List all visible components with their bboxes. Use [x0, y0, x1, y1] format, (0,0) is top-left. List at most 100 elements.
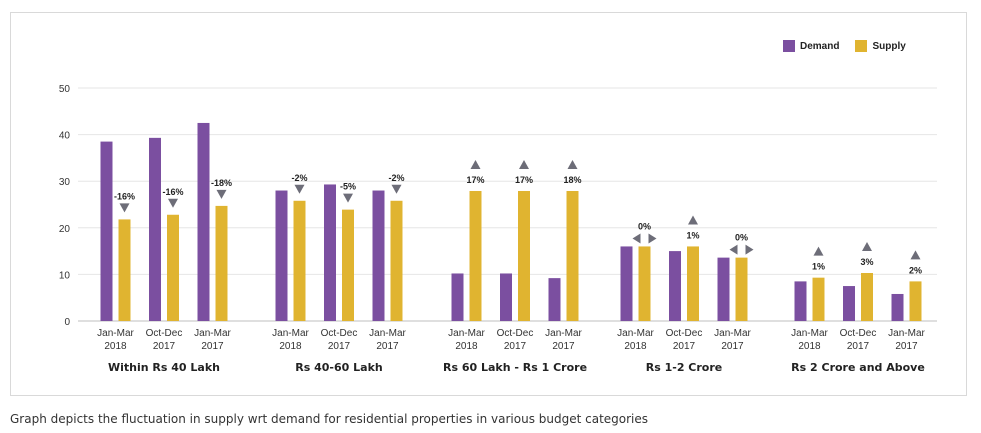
change-label: -5% — [340, 182, 356, 192]
demand-bar — [451, 273, 464, 321]
category-label: Rs 40-60 Lakh — [295, 361, 382, 374]
category-label: Rs 1-2 Crore — [646, 361, 723, 374]
legend-item-supply: Supply — [855, 40, 906, 52]
demand-bar — [149, 137, 161, 321]
x-tick-label: Jan-Mar — [272, 328, 309, 339]
x-tick-label: 2017 — [504, 341, 527, 352]
change-label: -16% — [114, 191, 135, 201]
arrow-down-icon — [294, 184, 305, 194]
x-tick-label: Jan-Mar — [369, 328, 406, 339]
supply-bar — [909, 281, 922, 321]
arrow-up-icon — [470, 159, 481, 169]
x-tick-label: Jan-Mar — [791, 328, 828, 339]
arrow-up-icon — [567, 159, 578, 169]
change-label: 3% — [860, 257, 873, 267]
supply-bar — [469, 190, 482, 321]
demand-bar — [717, 257, 730, 321]
arrow-down-icon — [168, 198, 178, 208]
demand-bar — [100, 141, 113, 321]
arrow-down-icon — [216, 189, 227, 199]
change-label: 2% — [909, 265, 922, 275]
chart-frame — [10, 12, 967, 396]
figure-caption: Graph depicts the fluctuation in supply … — [10, 412, 649, 426]
demand-bar — [548, 278, 561, 321]
arrow-down-icon — [391, 184, 402, 194]
change-label: -18% — [211, 178, 232, 188]
x-tick-label: 2017 — [847, 341, 870, 352]
demand-bar — [197, 122, 210, 321]
supply-bar — [566, 190, 579, 321]
supply-bar — [390, 200, 403, 321]
change-label: 0% — [735, 233, 748, 243]
y-tick-label: 40 — [59, 131, 71, 142]
demand-bar — [324, 184, 336, 321]
supply-bar — [118, 219, 131, 321]
supply-bar — [638, 246, 651, 321]
x-tick-label: 2017 — [721, 341, 744, 352]
change-label: -16% — [162, 187, 183, 197]
x-tick-label: Oct-Dec — [146, 328, 183, 339]
x-tick-label: Oct-Dec — [840, 328, 877, 339]
x-tick-label: Jan-Mar — [888, 328, 925, 339]
change-label: 18% — [563, 175, 581, 185]
x-tick-label: 2017 — [552, 341, 575, 352]
demand-bar — [275, 190, 288, 321]
x-tick-label: 2018 — [624, 341, 647, 352]
arrow-left-icon — [632, 233, 641, 244]
y-tick-label: 30 — [59, 177, 71, 188]
legend-label-supply: Supply — [872, 40, 906, 52]
x-tick-label: Oct-Dec — [321, 328, 358, 339]
arrow-right-icon — [745, 244, 754, 255]
supply-bar — [167, 214, 179, 321]
change-label: 0% — [638, 221, 651, 231]
x-tick-label: 2017 — [895, 341, 918, 352]
category-label: Within Rs 40 Lakh — [108, 361, 220, 374]
arrow-down-icon — [343, 193, 353, 203]
x-tick-label: 2017 — [328, 341, 351, 352]
legend-item-demand: Demand — [783, 40, 839, 52]
x-tick-label: 2018 — [279, 341, 302, 352]
arrow-up-icon — [813, 246, 824, 256]
arrow-down-icon — [119, 203, 130, 213]
chart-legend: Demand Supply — [783, 40, 922, 52]
supply-bar — [518, 190, 530, 321]
arrow-left-icon — [729, 244, 738, 255]
supply-bar — [342, 209, 354, 321]
x-tick-label: Jan-Mar — [714, 328, 751, 339]
x-tick-label: Oct-Dec — [666, 328, 703, 339]
y-tick-label: 20 — [59, 224, 71, 235]
x-tick-label: Jan-Mar — [545, 328, 582, 339]
change-label: 17% — [466, 175, 484, 185]
x-tick-label: Jan-Mar — [194, 328, 231, 339]
category-label: Rs 2 Crore and Above — [791, 361, 925, 374]
x-tick-label: Jan-Mar — [97, 328, 134, 339]
supply-bar — [735, 257, 748, 321]
category-label: Rs 60 Lakh - Rs 1 Crore — [443, 361, 587, 374]
change-label: 17% — [515, 175, 533, 185]
x-tick-label: 2018 — [798, 341, 821, 352]
legend-swatch-supply — [855, 40, 868, 52]
change-label: -2% — [388, 173, 404, 183]
demand-bar — [843, 286, 855, 321]
x-tick-label: 2017 — [673, 341, 696, 352]
arrow-up-icon — [688, 215, 698, 225]
y-tick-label: 10 — [59, 270, 71, 281]
x-tick-label: Jan-Mar — [617, 328, 654, 339]
x-tick-label: 2018 — [455, 341, 478, 352]
legend-label-demand: Demand — [800, 40, 840, 52]
x-tick-label: Jan-Mar — [448, 328, 485, 339]
supply-bar — [215, 205, 228, 321]
demand-bar — [500, 273, 512, 321]
demand-bar — [891, 293, 904, 321]
demand-bar — [669, 251, 681, 321]
x-tick-label: 2017 — [153, 341, 176, 352]
arrow-up-icon — [910, 250, 921, 260]
change-label: 1% — [686, 230, 699, 240]
demand-bar — [794, 281, 807, 321]
supply-bar — [687, 246, 699, 321]
y-tick-label: 50 — [59, 84, 71, 95]
arrow-right-icon — [648, 233, 657, 244]
supply-bar — [861, 273, 873, 321]
y-tick-label: 0 — [64, 317, 70, 328]
legend-swatch-demand — [783, 40, 795, 52]
